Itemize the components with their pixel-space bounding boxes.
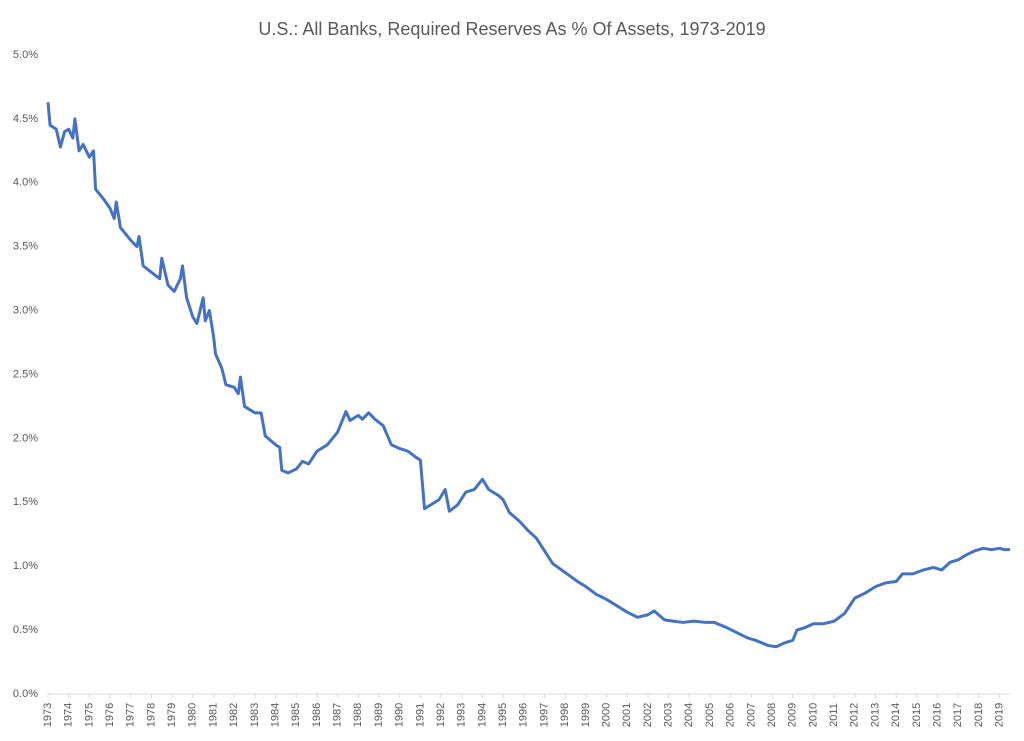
x-tick-label: 2011 [828,703,840,727]
x-tick-label: 1977 [125,703,137,727]
x-tick-label: 1990 [394,703,406,727]
x-tick-label: 1979 [166,703,178,727]
x-tick-label: 1994 [476,703,488,727]
x-tick-label: 1996 [518,703,530,727]
x-tick-label: 2007 [745,703,757,727]
x-tick-label: 1976 [104,703,116,727]
x-tick-label: 1999 [580,703,592,727]
x-tick-label: 1997 [538,703,550,727]
y-tick-label: 0.5% [13,624,38,636]
x-tick-label: 2019 [994,703,1006,727]
x-tick-label: 1989 [373,703,385,727]
x-tick-label: 1995 [497,703,509,727]
y-tick-label: 2.5% [13,368,38,380]
x-tick-label: 1985 [290,703,302,727]
x-tick-label: 1983 [249,703,261,727]
x-tick-label: 1974 [63,703,75,727]
y-tick-label: 2.0% [13,432,38,444]
x-tick-label: 2006 [725,703,737,727]
x-tick-label: 2017 [952,703,964,727]
x-tick-label: 2010 [807,703,819,727]
x-tick-label: 2013 [869,703,881,727]
x-tick-label: 2016 [931,703,943,727]
x-tick-label: 2004 [683,703,695,727]
x-tick-label: 2018 [973,703,985,727]
x-tick-label: 1993 [456,703,468,727]
x-tick-label: 2008 [766,703,778,727]
x-tick-label: 1981 [207,703,219,727]
x-tick-label: 1987 [332,703,344,727]
data-line [46,102,1010,649]
y-tick-label: 3.0% [13,305,38,317]
x-tick-label: 1982 [228,703,240,727]
y-tick-label: 0.0% [13,688,38,700]
x-tick-label: 1978 [145,703,157,727]
x-tick-label: 2002 [642,703,654,727]
y-tick-label: 5.0% [13,49,38,61]
y-tick-label: 3.5% [13,241,38,253]
x-tick-label: 1973 [42,703,54,727]
x-tick-label: 2005 [704,703,716,727]
y-tick-label: 4.5% [13,113,38,125]
y-tick-label: 1.0% [13,560,38,572]
y-tick-label: 1.5% [13,496,38,508]
x-tick-label: 1988 [352,703,364,727]
x-tick-label: 2001 [621,703,633,727]
x-tick-label: 1975 [83,703,95,727]
x-tick-label: 2009 [787,703,799,727]
y-tick-label: 4.0% [13,177,38,189]
chart-title: U.S.: All Banks, Required Reserves As % … [258,19,765,39]
x-tick-label: 1998 [559,703,571,727]
x-tick-label: 2014 [890,703,902,727]
x-tick-label: 1986 [311,703,323,727]
x-tick-label: 2015 [911,703,923,727]
x-tick-label: 2003 [663,703,675,727]
x-tick-label: 2000 [600,703,612,727]
x-tick-label: 1992 [435,703,447,727]
x-tick-label: 1991 [414,703,426,727]
x-tick-label: 1984 [269,703,281,727]
x-tick-label: 1980 [187,703,199,727]
x-tick-label: 2012 [849,703,861,727]
